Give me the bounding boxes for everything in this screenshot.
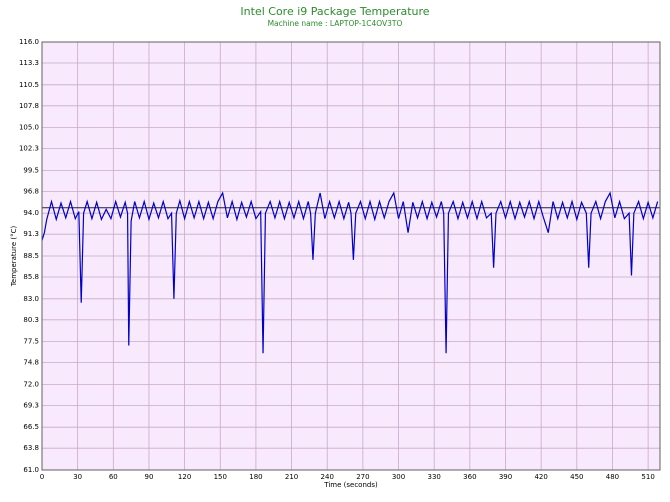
y-tick-label: 88.5: [23, 252, 39, 260]
y-tick-label: 107.8: [19, 102, 39, 110]
x-tick-label: 90: [145, 473, 154, 481]
data-line: [41, 191, 659, 354]
x-tick-label: 420: [534, 473, 547, 481]
y-tick-label: 91.3: [23, 230, 39, 238]
y-tick-label: 69.3: [23, 401, 39, 409]
x-tick-label: 240: [321, 473, 334, 481]
x-tick-label: 150: [214, 473, 227, 481]
y-tick-label: 102.3: [19, 145, 39, 153]
x-tick-label: 210: [285, 473, 298, 481]
y-tick-label: 105.0: [19, 124, 39, 132]
y-tick-label: 113.3: [19, 59, 39, 67]
x-tick-label: 30: [73, 473, 82, 481]
chart-title: Intel Core i9 Package Temperature: [240, 5, 429, 18]
x-tick-label: 300: [392, 473, 405, 481]
x-tick-label: 330: [428, 473, 441, 481]
x-tick-label: 180: [249, 473, 262, 481]
plot-border: [41, 41, 661, 471]
x-tick-label: 60: [109, 473, 118, 481]
x-tick-label: 270: [356, 473, 369, 481]
y-tick-label: 110.5: [19, 81, 39, 89]
x-tick-label: 0: [40, 473, 44, 481]
y-axis-label: Temperature (°C): [10, 226, 18, 288]
x-tick-label: 390: [499, 473, 512, 481]
x-tick-label: 510: [641, 473, 654, 481]
y-tick-label: 99.5: [23, 166, 39, 174]
y-tick-label: 72.0: [23, 380, 39, 388]
x-tick-label: 360: [463, 473, 476, 481]
x-tick-label: 480: [606, 473, 619, 481]
y-tick-label: 116.0: [19, 38, 39, 46]
chart-subtitle: Machine name : LAPTOP-1C4OV3TO: [268, 19, 403, 28]
y-tick-label: 63.8: [23, 444, 39, 452]
x-tick-label: 450: [570, 473, 583, 481]
y-tick-label: 80.3: [23, 316, 39, 324]
x-axis-label: Time (seconds): [323, 481, 378, 489]
y-tick-label: 85.8: [23, 273, 39, 281]
x-tick-label: 120: [178, 473, 191, 481]
y-tick-label: 61.0: [23, 466, 39, 474]
y-tick-label: 74.8: [23, 359, 39, 367]
y-tick-label: 94.0: [23, 209, 39, 217]
y-tick-label: 66.5: [23, 423, 39, 431]
y-tick-label: 83.0: [23, 295, 39, 303]
y-tick-label: 77.5: [23, 338, 39, 346]
y-tick-label: 96.8: [23, 187, 39, 195]
